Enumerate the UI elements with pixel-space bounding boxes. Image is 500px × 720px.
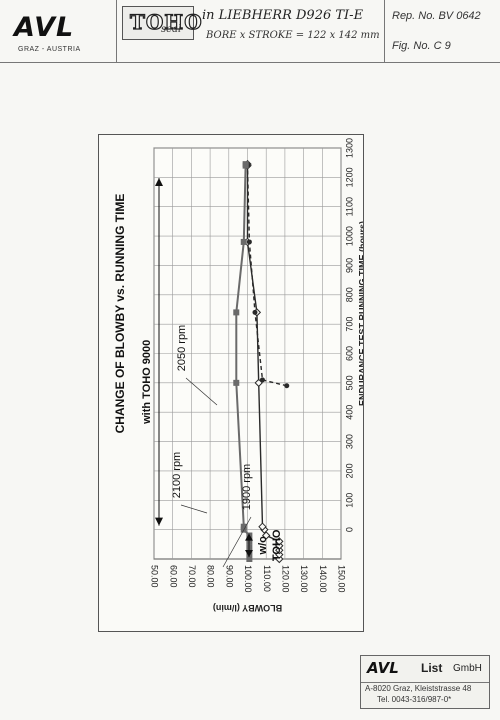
tick-label-hours: 400 (344, 405, 354, 420)
data-point-diamond (258, 522, 267, 531)
annotation-toho: TOHO (271, 529, 283, 561)
tick-label-blowby: 90.00 (224, 565, 234, 588)
data-point-square (242, 161, 249, 168)
toho-logo-script: seal (161, 24, 182, 35)
footer-divider (361, 682, 489, 683)
annotation-with-toho: with TOHO 9000 (141, 340, 153, 425)
toho-logo-text: TOHO (129, 9, 203, 34)
data-point-circle (246, 239, 252, 245)
data-point-diamond (275, 554, 284, 564)
footer-telephone: Tel. 0043-316/987-0* (377, 695, 452, 704)
report-header: AVL GRAZ - AUSTRIA TOHO seal in LIEBHERR… (0, 0, 500, 63)
engine-title: in LIEBHERR D926 TI-E (202, 8, 364, 23)
data-point-square (233, 309, 240, 316)
series-callout-0 (185, 377, 218, 406)
data-point-diamond (275, 541, 284, 550)
footer-company: List (421, 661, 443, 675)
reference-cell: Rep. No. BV 0642 Fig. No. C 9 (384, 0, 500, 62)
data-point-circle (259, 377, 265, 383)
blowby-chart: 50.00 60.00 70.00 80.00 90.00 100.00 110.00 120… (113, 138, 363, 613)
tick-label-hours: 100 (344, 493, 354, 508)
tick-label-blowby: 70.00 (187, 565, 197, 588)
tick-label-hours: 1100 (344, 197, 354, 216)
series-label-0: 2050 rpm (176, 325, 188, 371)
series-callout-1 (180, 504, 208, 514)
report-number: Rep. No. BV 0642 (392, 10, 481, 22)
tick-label-hours: 1000 (344, 226, 354, 246)
data-point-diamond (275, 545, 284, 555)
tick-label-blowby: 100.00 (243, 565, 253, 593)
tick-label-blowby: 110.00 (262, 565, 272, 592)
company-stamp: AVL List GmbH A-8020 Graz, Kleiststrasse… (360, 655, 490, 709)
tick-label-blowby: 80.00 (206, 565, 216, 588)
footer-avl-logo: AVL (367, 659, 399, 677)
chart-title: CHANGE OF BLOWBY vs. RUNNING TIME (113, 194, 127, 434)
avl-logo: AVL (14, 12, 75, 43)
tick-label-blowby: 150.00 (337, 565, 347, 593)
tick-label-hours: 500 (344, 375, 354, 390)
annotation-without: w/o (257, 536, 269, 556)
tick-label-hours: 300 (344, 434, 354, 449)
toho-logo: TOHO seal (122, 6, 202, 40)
data-point-square (246, 556, 253, 562)
tick-label-blowby: 120.00 (281, 565, 291, 593)
tick-label-hours: 900 (344, 258, 354, 273)
logo-subtitle: GRAZ - AUSTRIA (18, 46, 81, 53)
data-point-diamond (261, 531, 271, 540)
footer-address: A-8020 Graz, Kleiststrasse 48 (365, 684, 472, 693)
chart-frame: 50.00 60.00 70.00 80.00 90.00 100.00 110.00 120… (98, 134, 364, 632)
title-cell: TOHO seal in LIEBHERR D926 TI-E BORE x S… (116, 0, 385, 62)
data-point-square (233, 379, 240, 386)
data-point-square (240, 238, 247, 245)
tick-label-blowby: 130.00 (299, 565, 309, 593)
tick-label-hours: 1300 (344, 138, 354, 158)
without-toho-arrow-down (245, 550, 253, 557)
tick-label-hours: 1200 (344, 167, 354, 187)
data-point-diamond (275, 550, 284, 559)
tick-label-hours: 700 (344, 317, 354, 332)
series-label-2: 1900 rpm (241, 464, 253, 510)
series-callout-2 (222, 516, 252, 568)
data-point-circle (284, 383, 290, 389)
logo-cell: AVL GRAZ - AUSTRIA (0, 0, 117, 62)
tick-label-hours: 0 (344, 527, 354, 532)
tick-label-hours: 200 (344, 463, 354, 478)
without-toho-arrow-up (245, 533, 253, 541)
data-point-circle (252, 309, 258, 315)
tick-label-hours: 600 (344, 346, 354, 361)
data-point-diamond (275, 537, 284, 546)
with-toho-arrow-down (155, 517, 163, 526)
figure-number: Fig. No. C 9 (392, 40, 451, 52)
tick-label-blowby: 140.00 (318, 565, 328, 593)
tick-label-hours: 800 (344, 287, 354, 302)
data-point-square (240, 523, 247, 530)
tick-label-blowby: 60.00 (168, 565, 178, 588)
bore-stroke: BORE x STROKE = 122 x 142 mm (206, 30, 380, 41)
footer-company-suffix: GmbH (453, 663, 482, 674)
axis-label-blowby: BLOWBY (l/min) (213, 603, 282, 613)
with-toho-arrow-up (155, 178, 163, 186)
tick-label-blowby: 50.00 (150, 565, 160, 588)
axis-label-hours: ENDURANCE TEST RUNNING TIME (hours) (357, 221, 363, 406)
series-label-1: 2100 rpm (171, 452, 183, 498)
